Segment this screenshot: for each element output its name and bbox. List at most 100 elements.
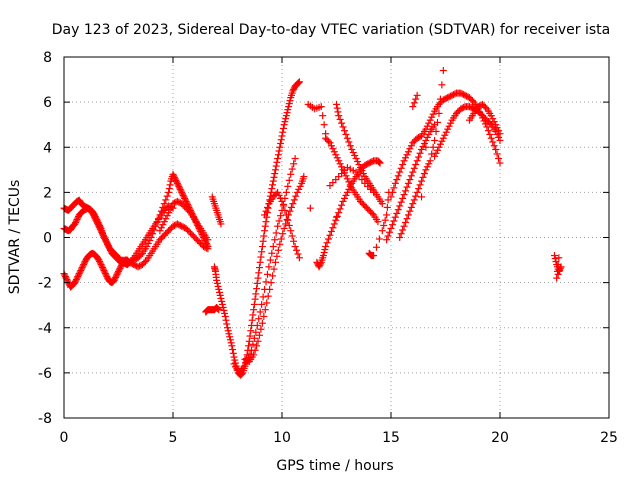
data-point <box>267 188 275 196</box>
data-point <box>261 211 269 219</box>
data-point <box>104 242 112 250</box>
data-point <box>317 260 325 268</box>
data-point <box>71 279 79 287</box>
data-point <box>226 333 234 341</box>
data-point <box>112 273 120 281</box>
data-point <box>334 108 342 116</box>
data-point <box>257 253 265 261</box>
data-point <box>263 299 271 307</box>
series-track-w <box>409 91 430 201</box>
series-track-x <box>551 252 565 282</box>
data-point <box>338 119 346 127</box>
data-point <box>496 130 504 138</box>
data-point <box>432 127 440 135</box>
data-point <box>422 166 430 174</box>
data-point <box>80 261 88 269</box>
data-point <box>176 184 184 192</box>
data-point <box>253 285 261 293</box>
data-point <box>215 285 223 293</box>
data-point <box>170 172 178 180</box>
data-point <box>250 334 258 342</box>
data-point <box>319 252 327 260</box>
data-point <box>336 160 344 168</box>
data-point <box>412 192 420 200</box>
x-tick-labels: 0 5 10 15 20 25 <box>60 430 618 446</box>
data-point <box>372 243 380 251</box>
data-point <box>80 259 88 267</box>
data-point <box>215 306 223 314</box>
data-point <box>174 181 182 189</box>
data-point <box>274 188 282 196</box>
data-point <box>306 204 314 212</box>
data-point <box>273 158 281 166</box>
data-point <box>177 187 185 195</box>
data-point <box>221 309 229 317</box>
data-point <box>269 272 277 280</box>
data-point <box>252 328 260 336</box>
data-point <box>229 346 237 354</box>
data-point <box>489 138 497 146</box>
data-point <box>272 162 280 170</box>
data-point <box>495 155 503 163</box>
series-track-p <box>326 164 378 196</box>
data-point <box>231 363 239 371</box>
data-point <box>173 179 181 187</box>
data-point <box>117 263 125 271</box>
data-point <box>176 185 184 193</box>
data-point <box>439 134 447 142</box>
data-point <box>426 157 434 165</box>
data-point <box>422 143 430 151</box>
data-point <box>98 262 106 270</box>
data-point <box>182 197 190 205</box>
data-point <box>359 170 367 178</box>
x-tick-label: 0 <box>60 430 69 446</box>
data-point <box>355 161 363 169</box>
data-point <box>487 134 495 142</box>
data-point <box>442 128 450 136</box>
data-point <box>348 146 356 154</box>
data-point <box>551 255 559 263</box>
data-point <box>277 139 285 147</box>
data-point <box>420 170 428 178</box>
data-point <box>330 148 338 156</box>
data-point <box>221 312 229 320</box>
data-point <box>275 191 283 199</box>
data-point <box>406 207 414 215</box>
y-tick-label: -2 <box>38 276 52 292</box>
data-point <box>296 182 304 190</box>
data-point <box>292 192 300 200</box>
data-point <box>255 269 263 277</box>
data-point <box>277 136 285 144</box>
data-point <box>74 214 82 222</box>
data-point <box>393 209 401 217</box>
data-point <box>100 233 108 241</box>
data-point <box>489 115 497 123</box>
data-point <box>412 95 420 103</box>
data-point <box>271 166 279 174</box>
data-point <box>253 342 261 350</box>
data-point <box>493 124 501 132</box>
data-point <box>101 268 109 276</box>
data-point <box>213 304 221 312</box>
data-point <box>375 158 383 166</box>
data-point <box>409 168 417 176</box>
data-point <box>419 173 427 181</box>
data-point <box>338 201 346 209</box>
data-point <box>267 279 275 287</box>
data-point <box>327 142 335 150</box>
data-point <box>383 211 391 219</box>
data-point <box>276 143 284 151</box>
y-axis-label: SDTVAR / TECUs <box>7 180 23 295</box>
data-point <box>289 87 297 95</box>
data-point <box>93 215 101 223</box>
data-point <box>388 188 396 196</box>
data-point <box>116 264 124 272</box>
data-point <box>295 254 303 262</box>
data-point <box>230 360 238 368</box>
data-point <box>160 218 168 226</box>
data-point <box>269 181 277 189</box>
data-point <box>284 216 292 224</box>
data-point <box>162 215 170 223</box>
data-point <box>249 311 257 319</box>
data-point <box>157 207 165 215</box>
